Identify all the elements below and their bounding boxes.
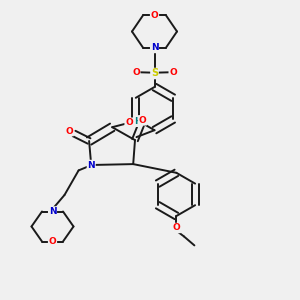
Text: O: O — [172, 224, 180, 232]
Text: N: N — [49, 207, 56, 216]
Text: O: O — [151, 11, 158, 20]
Text: H: H — [134, 117, 142, 126]
Text: O: O — [132, 68, 140, 77]
Text: N: N — [151, 44, 158, 52]
Text: N: N — [87, 160, 95, 169]
Text: O: O — [169, 68, 177, 77]
Text: S: S — [151, 68, 158, 79]
Text: O: O — [139, 116, 146, 125]
Text: O: O — [65, 127, 73, 136]
Text: O: O — [49, 237, 56, 246]
Text: O: O — [125, 118, 133, 127]
